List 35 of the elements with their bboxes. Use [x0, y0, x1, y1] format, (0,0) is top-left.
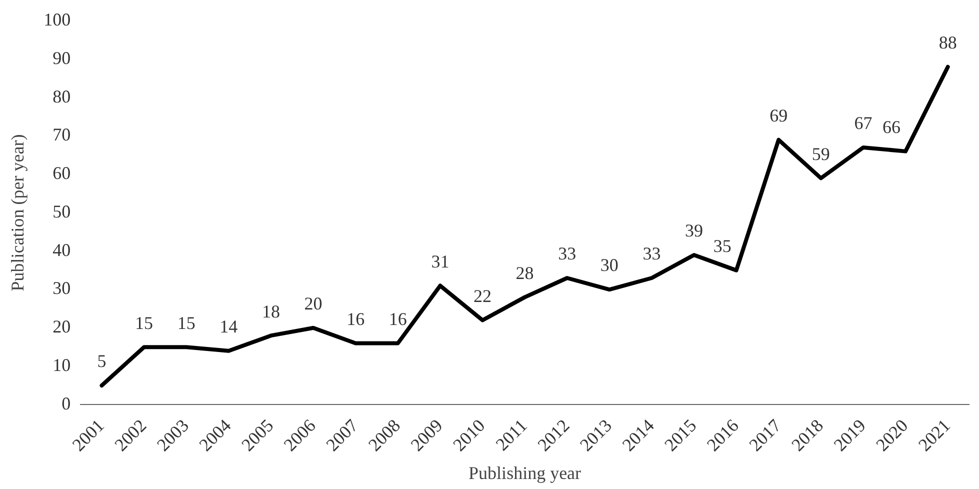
data-label: 59 [812, 144, 830, 164]
data-label: 67 [854, 113, 872, 134]
data-label: 39 [685, 220, 704, 241]
y-tick-label: 40 [52, 240, 71, 260]
data-label: 16 [346, 308, 365, 329]
data-label: 16 [388, 308, 407, 329]
data-label: 5 [97, 351, 106, 372]
y-tick-label: 0 [62, 393, 71, 414]
data-label: 33 [558, 244, 576, 264]
data-label: 33 [642, 244, 661, 264]
y-tick-label: 80 [52, 86, 71, 106]
y-tick-label: 20 [52, 316, 71, 337]
x-tick-label: 2011 [492, 415, 531, 454]
data-label: 30 [600, 255, 618, 276]
x-axis-title: Publishing year [468, 462, 582, 483]
data-label: 20 [304, 294, 322, 314]
y-tick-label: 60 [52, 163, 71, 184]
y-tick-label: 70 [52, 124, 71, 145]
data-label: 88 [938, 32, 957, 53]
data-label: 22 [473, 286, 492, 306]
data-label: 18 [262, 301, 280, 322]
y-axis-title: Publication (per year) [8, 134, 28, 292]
data-label: 31 [431, 251, 450, 272]
data-label: 28 [516, 262, 534, 283]
y-tick-label: 50 [52, 201, 71, 222]
data-label: 69 [770, 106, 788, 126]
data-label: 15 [135, 312, 154, 333]
y-tick-label: 100 [44, 10, 71, 30]
data-label: 15 [177, 312, 196, 333]
y-tick-label: 90 [52, 48, 71, 68]
data-label: 66 [882, 117, 901, 138]
y-tick-label: 30 [52, 278, 71, 298]
y-tick-label: 10 [52, 355, 71, 376]
data-label: 14 [220, 316, 238, 337]
data-label: 35 [713, 236, 732, 256]
